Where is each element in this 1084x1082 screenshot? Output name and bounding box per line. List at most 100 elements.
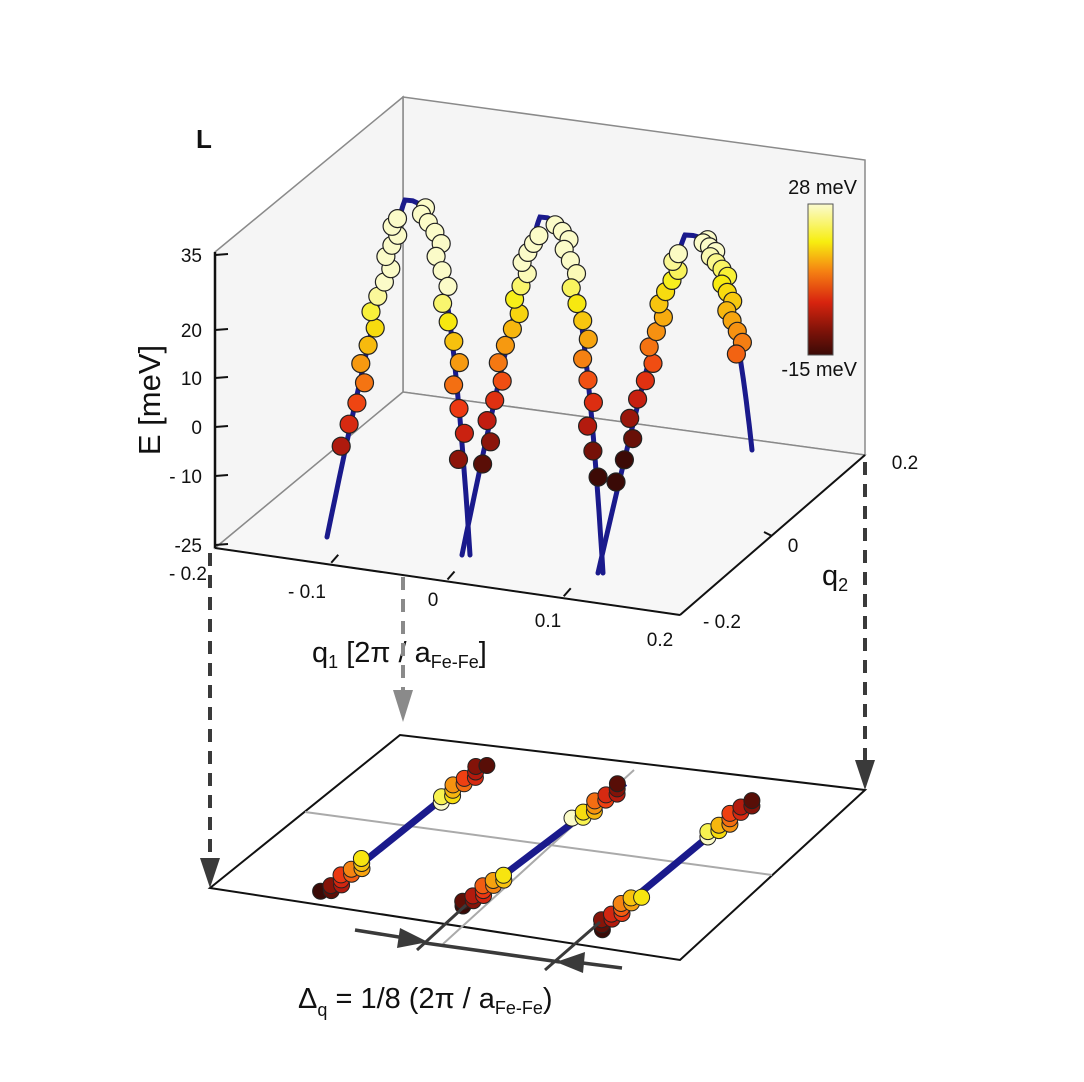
colorbar-min-label: -15 meV	[781, 359, 857, 381]
data-point	[438, 276, 458, 296]
delta-q-arrow-left	[354, 928, 406, 940]
data-point	[620, 408, 640, 428]
data-point	[726, 344, 747, 364]
y-tick-mark	[763, 531, 773, 537]
data-point	[387, 209, 408, 229]
colorbar-gradient	[807, 203, 834, 356]
data-point	[449, 353, 469, 373]
z-tick-label: 20	[181, 321, 202, 342]
x-tick-mark	[446, 570, 456, 581]
delta-q-span	[424, 941, 561, 964]
data-point	[480, 432, 501, 452]
y-axis-label: q2	[822, 560, 848, 595]
data-point	[339, 414, 359, 434]
z-tick-label: - 10	[169, 467, 202, 488]
delta-q-arrowhead-left	[397, 928, 428, 948]
arrowhead-right	[855, 760, 875, 790]
data-point	[567, 294, 587, 314]
x-axis-label: q1 [2π / aFe-Fe]	[312, 637, 487, 672]
data-point	[583, 392, 604, 412]
x-tick-mark	[330, 554, 340, 564]
x-tick-label: - 0.1	[288, 582, 326, 603]
projection-gridline-q1	[304, 811, 773, 876]
y-tick-label: 0	[788, 536, 799, 557]
data-point	[583, 441, 603, 461]
arrowhead-center	[393, 690, 413, 722]
data-point	[572, 349, 593, 369]
x-tick-mark	[562, 587, 572, 597]
data-point	[351, 354, 371, 374]
x-tick-label: 0.2	[647, 630, 673, 651]
data-point	[492, 371, 512, 391]
z-axis-label: E [meV]	[132, 345, 167, 455]
data-point	[444, 331, 464, 352]
data-point	[606, 472, 626, 492]
z-tick-mark	[214, 474, 229, 477]
data-point	[488, 353, 508, 373]
data-point	[438, 312, 458, 332]
z-tick-label: -25	[175, 536, 202, 557]
data-point	[635, 371, 656, 391]
y-axis-ticks: - 0.2 0 0.2	[703, 453, 918, 633]
projected-data-point	[633, 888, 651, 906]
data-point	[331, 436, 351, 456]
data-point	[444, 375, 464, 395]
y-tick-label: - 0.2	[703, 612, 741, 633]
panel-label: L	[196, 124, 212, 154]
data-point	[365, 318, 385, 338]
data-point	[448, 449, 469, 469]
data-point	[473, 454, 493, 474]
data-points	[331, 198, 753, 492]
data-point	[449, 398, 469, 419]
x-tick-label: 0	[428, 590, 439, 611]
colorbar: 28 meV -15 meV	[781, 177, 857, 381]
z-tick-mark	[214, 328, 229, 331]
axes-box	[213, 95, 867, 616]
delta-q-arrowhead-right	[556, 952, 585, 973]
x-axis-ticks: - 0.2 - 0.1 0 0.1 0.2	[169, 554, 673, 651]
data-point	[639, 337, 659, 357]
z-tick-mark	[214, 543, 229, 546]
data-point	[668, 244, 689, 264]
projected-data-point	[352, 850, 370, 867]
data-point	[573, 311, 593, 331]
z-axis-ticks: 35 20 10 0 - 10 -25	[169, 246, 229, 557]
projected-data-point	[608, 775, 626, 793]
floor-right-edge	[679, 454, 866, 616]
y-tick-label: 0.2	[892, 453, 918, 474]
data-point	[643, 353, 663, 373]
z-tick-mark	[214, 253, 229, 256]
z-tick-mark	[214, 425, 229, 428]
data-point	[454, 423, 474, 443]
arrowhead-left	[200, 858, 220, 888]
data-point	[623, 429, 643, 449]
z-tick-label: 0	[191, 418, 202, 439]
x-tick-label: - 0.2	[169, 564, 207, 585]
data-point	[495, 335, 515, 355]
z-tick-label: 35	[181, 246, 202, 267]
projected-data-point	[495, 866, 512, 884]
data-point	[433, 293, 453, 313]
data-point	[578, 329, 598, 349]
data-point	[485, 390, 505, 410]
projected-data-point	[743, 792, 761, 810]
data-point	[354, 373, 375, 393]
data-point	[578, 370, 598, 390]
data-point	[358, 335, 378, 355]
data-point	[614, 450, 635, 470]
colorbar-max-label: 28 meV	[788, 177, 858, 199]
data-point	[627, 389, 648, 409]
z-tick-label: 10	[181, 369, 202, 390]
data-point	[577, 416, 598, 436]
delta-q-marker	[354, 903, 623, 973]
data-point	[347, 393, 367, 413]
z-tick-mark	[214, 376, 229, 379]
data-point	[529, 226, 549, 246]
projected-data-point	[478, 757, 496, 774]
floor-front-edge	[214, 547, 681, 616]
delta-q-label: Δq = 1/8 (2π / aFe-Fe)	[298, 983, 553, 1020]
data-point	[477, 411, 497, 431]
data-point	[588, 467, 608, 487]
x-tick-label: 0.1	[535, 611, 561, 632]
